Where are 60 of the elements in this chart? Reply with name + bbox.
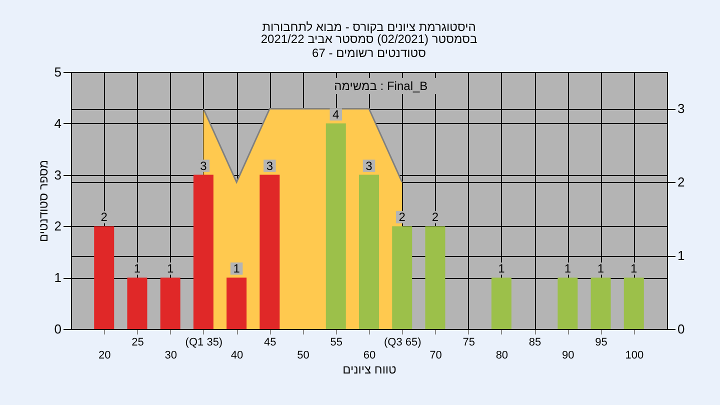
- x-axis-title: טווח ציונים: [342, 362, 397, 376]
- x-tick-label: 40: [230, 350, 244, 362]
- data-label: 2: [432, 210, 439, 224]
- bar: [226, 278, 247, 329]
- bar: [326, 123, 346, 329]
- x-tick-label: 85: [528, 336, 542, 348]
- data-label: 3: [200, 158, 208, 173]
- x-tick-label: 95: [595, 336, 608, 348]
- y-tick-label: 5: [54, 64, 62, 80]
- data-label: 2: [100, 210, 108, 224]
- data-label: 1: [597, 262, 604, 276]
- bar: [160, 278, 180, 329]
- bar: [558, 278, 578, 329]
- x-tick-label: 55: [330, 336, 343, 348]
- y-tick-label: 0: [54, 322, 62, 336]
- y2-tick-label: 2: [678, 174, 685, 190]
- y-tick-label: 2: [54, 218, 62, 234]
- data-label: 1: [166, 262, 174, 276]
- y-tick-label: 4: [54, 116, 62, 131]
- bar: [590, 278, 611, 329]
- y2-tick-label: 3: [678, 101, 685, 116]
- x-tick-label: 30: [164, 350, 177, 362]
- x-tick-label: 50: [297, 350, 310, 362]
- y2-tick-label: 0: [678, 322, 685, 336]
- y2-tick-label: 1: [678, 248, 685, 264]
- data-label: 3: [366, 158, 373, 173]
- x-tick-label: (Q3 65): [384, 336, 422, 348]
- bar: [425, 226, 446, 329]
- x-tick-label: (Q1 35): [185, 336, 223, 348]
- bar: [392, 226, 412, 329]
- bar: [359, 174, 379, 329]
- data-label: 1: [233, 262, 240, 276]
- chart-title: היסטוגרמת ציונים בקורס - מבוא לתחבורות: [262, 20, 476, 34]
- bar: [193, 174, 214, 329]
- data-label: 1: [498, 262, 506, 276]
- data-label: 4: [332, 107, 340, 122]
- bar: [260, 174, 280, 329]
- data-label: 1: [564, 262, 572, 276]
- data-label: 1: [134, 262, 141, 276]
- x-tick-label: 20: [98, 350, 111, 362]
- bar: [94, 226, 114, 329]
- x-tick-label: 100: [625, 350, 644, 362]
- y-tick-label: 3: [54, 167, 62, 182]
- data-label: 3: [266, 158, 274, 173]
- x-tick-label: 25: [132, 336, 144, 348]
- x-tick-label: 45: [264, 336, 276, 348]
- y-tick-label: 1: [54, 270, 62, 286]
- x-tick-label: 80: [496, 350, 508, 362]
- annotation: במשימה : Final_B: [334, 79, 428, 93]
- x-tick-label: 75: [462, 336, 475, 348]
- bar: [624, 278, 644, 329]
- data-label: 1: [630, 262, 638, 276]
- bar: [491, 278, 512, 329]
- data-label: 2: [398, 210, 406, 224]
- x-tick-label: 70: [430, 350, 442, 362]
- y-axis-title: מספר סטודנטים: [36, 160, 50, 242]
- bar: [127, 278, 148, 329]
- chart-subtitle: בסמסטר (02/2021) סמסטר אביב 2021/22 סטודנטים רשומים - 67: [260, 32, 478, 60]
- x-tick-label: 60: [363, 350, 376, 362]
- x-tick-label: 90: [562, 350, 574, 362]
